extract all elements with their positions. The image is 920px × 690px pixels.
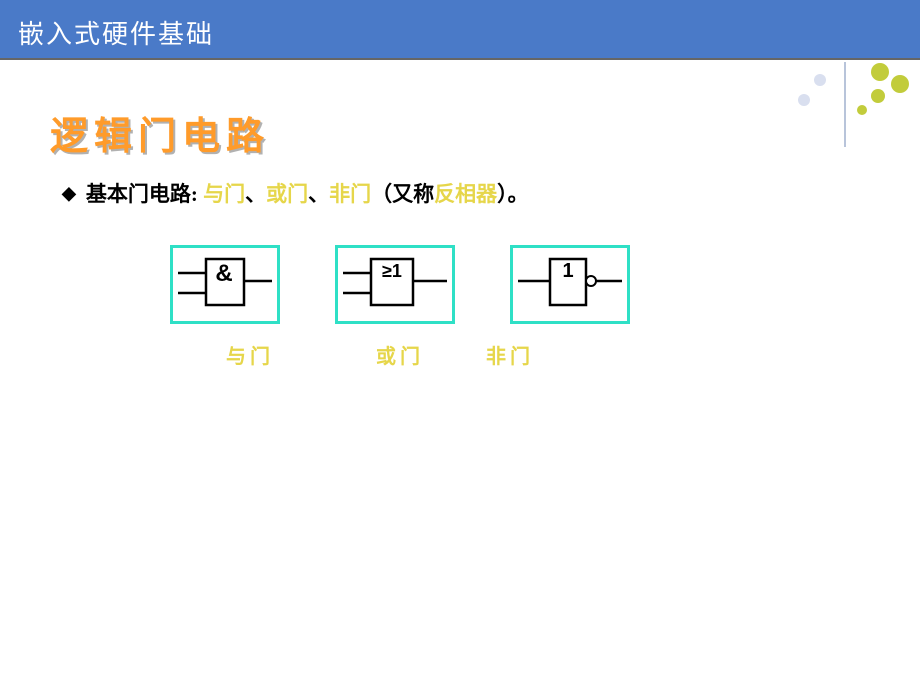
decor-dot: [857, 105, 867, 115]
or-gate-label: 或门: [345, 340, 455, 369]
gates-row: & ≥1 1: [170, 245, 630, 324]
and-gate-label: 与门: [195, 340, 305, 369]
slide-title: 逻辑门电路: [50, 105, 270, 160]
decor-dot: [871, 63, 889, 81]
decor-dot: [814, 74, 826, 86]
bullet-prefix: 基本门电路:: [86, 182, 198, 206]
not-gate-wrap: 1: [510, 245, 630, 324]
or-gate-symbol: ≥1: [341, 251, 449, 313]
and-gate-wrap: &: [170, 245, 280, 324]
bullet-fragment: 与门: [203, 182, 245, 206]
svg-text:&: &: [215, 260, 232, 287]
bullet-fragment: （又称: [371, 182, 434, 206]
not-gate-symbol: 1: [516, 251, 624, 313]
gate-labels-row: 与门 或门非门: [195, 340, 565, 369]
decor-dot: [871, 89, 885, 103]
bullet-fragment: 非门: [329, 182, 371, 206]
or-gate-frame: ≥1: [335, 245, 455, 324]
corner-decoration: [790, 62, 920, 142]
bullet-fragment: 、: [308, 182, 329, 206]
or-gate-wrap: ≥1: [335, 245, 455, 324]
header-bar: 嵌入式硬件基础: [0, 0, 920, 60]
bullet-fragment: 反相器: [434, 182, 497, 206]
svg-text:1: 1: [562, 260, 573, 282]
decor-dot: [891, 75, 909, 93]
and-gate-frame: &: [170, 245, 280, 324]
bullet-fragment: 、: [245, 182, 266, 206]
bullet-fragment: ）。: [497, 182, 529, 206]
not-gate-frame: 1: [510, 245, 630, 324]
svg-text:≥1: ≥1: [382, 261, 402, 281]
header-title: 嵌入式硬件基础: [0, 0, 920, 51]
not-gate-label: 非门: [455, 340, 565, 369]
bullet-marker: ◆: [62, 183, 76, 204]
and-gate-symbol: &: [176, 251, 274, 313]
bullet-fragment: 或门: [266, 182, 308, 206]
bullet-text: 基本门电路: 与门、或门、非门（又称反相器）。: [86, 178, 529, 208]
decor-divider: [844, 62, 846, 147]
bullet-line: ◆ 基本门电路: 与门、或门、非门（又称反相器）。: [62, 178, 529, 208]
decor-dot: [798, 94, 810, 106]
